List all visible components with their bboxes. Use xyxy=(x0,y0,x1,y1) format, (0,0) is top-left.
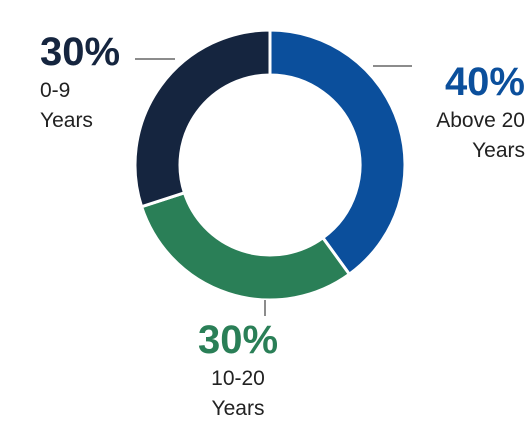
category-label: Above 20 Years xyxy=(436,109,525,162)
donut-segment xyxy=(133,28,272,209)
category-label: 10-20 Years xyxy=(211,367,265,420)
category-label: 0-9 Years xyxy=(40,79,93,132)
donut-segment xyxy=(139,190,352,302)
slice-label: 30% 0-9 Years xyxy=(40,30,121,136)
donut-segment xyxy=(268,28,407,277)
slice-label: 40% Above 20 Years xyxy=(415,62,525,166)
value-label: 30% xyxy=(197,318,279,362)
value-label: 30% xyxy=(40,30,121,74)
value-label: 40% xyxy=(444,60,525,104)
slice-label: 30% 10-20 Years xyxy=(188,320,288,424)
